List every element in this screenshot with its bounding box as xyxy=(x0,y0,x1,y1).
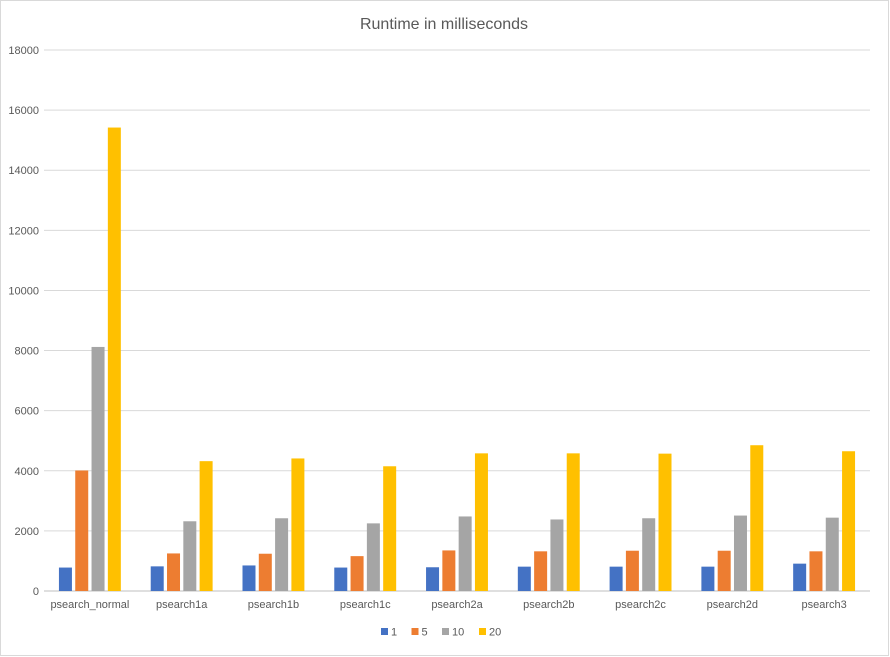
y-tick-label: 16000 xyxy=(8,105,39,117)
y-axis-ticks: 0 2000 4000 6000 8000 10000 12000 14000 16000 180… xyxy=(8,45,39,598)
bar-20-psearch2a xyxy=(474,453,488,591)
x-axis-ticks: psearch_normal psearch1a psearch1b psearch1… xyxy=(50,599,846,611)
bar-1-psearch2d xyxy=(701,566,715,591)
bar-1-psearch_normal xyxy=(58,567,72,591)
bar-5-psearch1b xyxy=(258,553,272,591)
gridlines xyxy=(44,49,870,592)
y-tick-label: 12000 xyxy=(8,225,39,237)
legend-swatch-1 xyxy=(381,628,388,635)
y-tick-label: 4000 xyxy=(15,466,39,478)
legend-label-10: 10 xyxy=(452,627,464,639)
bar-20-psearch2b xyxy=(566,453,580,591)
y-tick-label: 8000 xyxy=(15,346,39,358)
bar-1-psearch1b xyxy=(242,565,256,591)
bar-20-psearch2c xyxy=(658,453,672,591)
x-tick-label: psearch2d xyxy=(707,599,758,611)
legend-label-1: 1 xyxy=(391,627,397,639)
x-tick-label: psearch1b xyxy=(248,599,299,611)
bar-10-psearch2b xyxy=(550,519,564,591)
bar-1-psearch1c xyxy=(334,567,348,591)
bars xyxy=(58,127,856,591)
x-tick-label: psearch2b xyxy=(523,599,574,611)
y-tick-label: 0 xyxy=(33,586,39,598)
x-tick-label: psearch1c xyxy=(340,599,391,611)
x-tick-label: psearch1a xyxy=(156,599,208,611)
legend-swatch-10 xyxy=(442,628,449,635)
bar-10-psearch1b xyxy=(275,518,289,591)
bar-5-psearch1a xyxy=(167,553,181,591)
legend-swatch-20 xyxy=(479,628,486,635)
bar-10-psearch1a xyxy=(183,521,197,591)
bar-20-psearch3 xyxy=(842,451,856,591)
y-tick-label: 10000 xyxy=(8,285,39,297)
bar-5-psearch2a xyxy=(442,550,456,591)
legend-label-5: 5 xyxy=(422,627,428,639)
bar-20-psearch1b xyxy=(291,458,305,591)
bar-5-psearch3 xyxy=(809,551,823,591)
bar-5-psearch2b xyxy=(534,551,548,591)
bar-20-psearch_normal xyxy=(107,127,121,591)
chart-title: Runtime in milliseconds xyxy=(360,16,528,33)
bar-1-psearch3 xyxy=(793,563,807,591)
x-tick-label: psearch3 xyxy=(801,599,846,611)
bar-1-psearch1a xyxy=(150,566,164,591)
bar-10-psearch3 xyxy=(825,517,839,591)
bar-1-psearch2c xyxy=(609,566,623,591)
x-tick-label: psearch2c xyxy=(615,599,666,611)
x-tick-label: psearch_normal xyxy=(50,599,129,611)
bar-10-psearch2d xyxy=(733,515,747,591)
bar-1-psearch2b xyxy=(517,566,531,591)
y-tick-label: 6000 xyxy=(15,406,39,418)
bar-10-psearch2c xyxy=(642,518,656,591)
y-tick-label: 2000 xyxy=(15,526,39,538)
bar-20-psearch2d xyxy=(750,445,764,591)
legend: 1 5 10 20 xyxy=(381,627,501,639)
bar-10-psearch2a xyxy=(458,516,472,591)
bar-20-psearch1a xyxy=(199,461,213,591)
y-tick-label: 18000 xyxy=(8,45,39,57)
legend-label-20: 20 xyxy=(489,627,501,639)
legend-swatch-5 xyxy=(411,628,419,635)
x-tick-label: psearch2a xyxy=(431,599,483,611)
bar-10-psearch1c xyxy=(366,523,380,591)
bar-5-psearch2c xyxy=(625,550,639,591)
bar-5-psearch1c xyxy=(350,556,364,591)
bar-5-psearch2d xyxy=(717,550,731,591)
bar-20-psearch1c xyxy=(383,466,397,591)
bar-10-psearch_normal xyxy=(91,346,105,591)
bar-1-psearch2a xyxy=(426,567,440,591)
y-tick-label: 14000 xyxy=(8,165,39,177)
bar-5-psearch_normal xyxy=(75,470,89,591)
